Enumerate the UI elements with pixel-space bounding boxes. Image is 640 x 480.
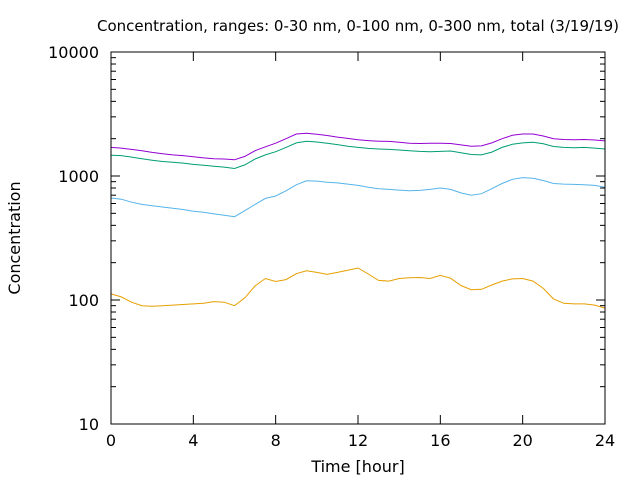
plot-area <box>110 132 606 309</box>
x-axis-title: Time [hour] <box>310 457 404 476</box>
y-tick-label: 10000 <box>48 43 99 62</box>
y-tick-label: 1000 <box>58 167 99 186</box>
x-tick-label: 24 <box>595 431 615 450</box>
x-tick-label: 0 <box>106 431 116 450</box>
y-tick-label: 10 <box>79 415 99 434</box>
x-axis: 0 4 8 12 16 20 24 <box>106 52 615 450</box>
x-tick-label: 8 <box>271 431 281 450</box>
series-line-2 <box>110 177 606 218</box>
x-tick-label: 16 <box>430 431 450 450</box>
chart-title: Concentration, ranges: 0-30 nm, 0-100 nm… <box>97 17 619 35</box>
y-tick-label: 100 <box>68 291 99 310</box>
y-axis: 10 100 1000 10000 <box>48 43 605 434</box>
series-line-1 <box>110 267 606 309</box>
plot-frame <box>110 51 606 425</box>
x-tick-label: 4 <box>188 431 198 450</box>
y-axis-title: Concentration <box>5 181 24 294</box>
x-tick-label: 12 <box>348 431 368 450</box>
series-line-3 <box>110 140 606 170</box>
series-line-4 <box>110 132 606 161</box>
x-tick-label: 20 <box>512 431 532 450</box>
